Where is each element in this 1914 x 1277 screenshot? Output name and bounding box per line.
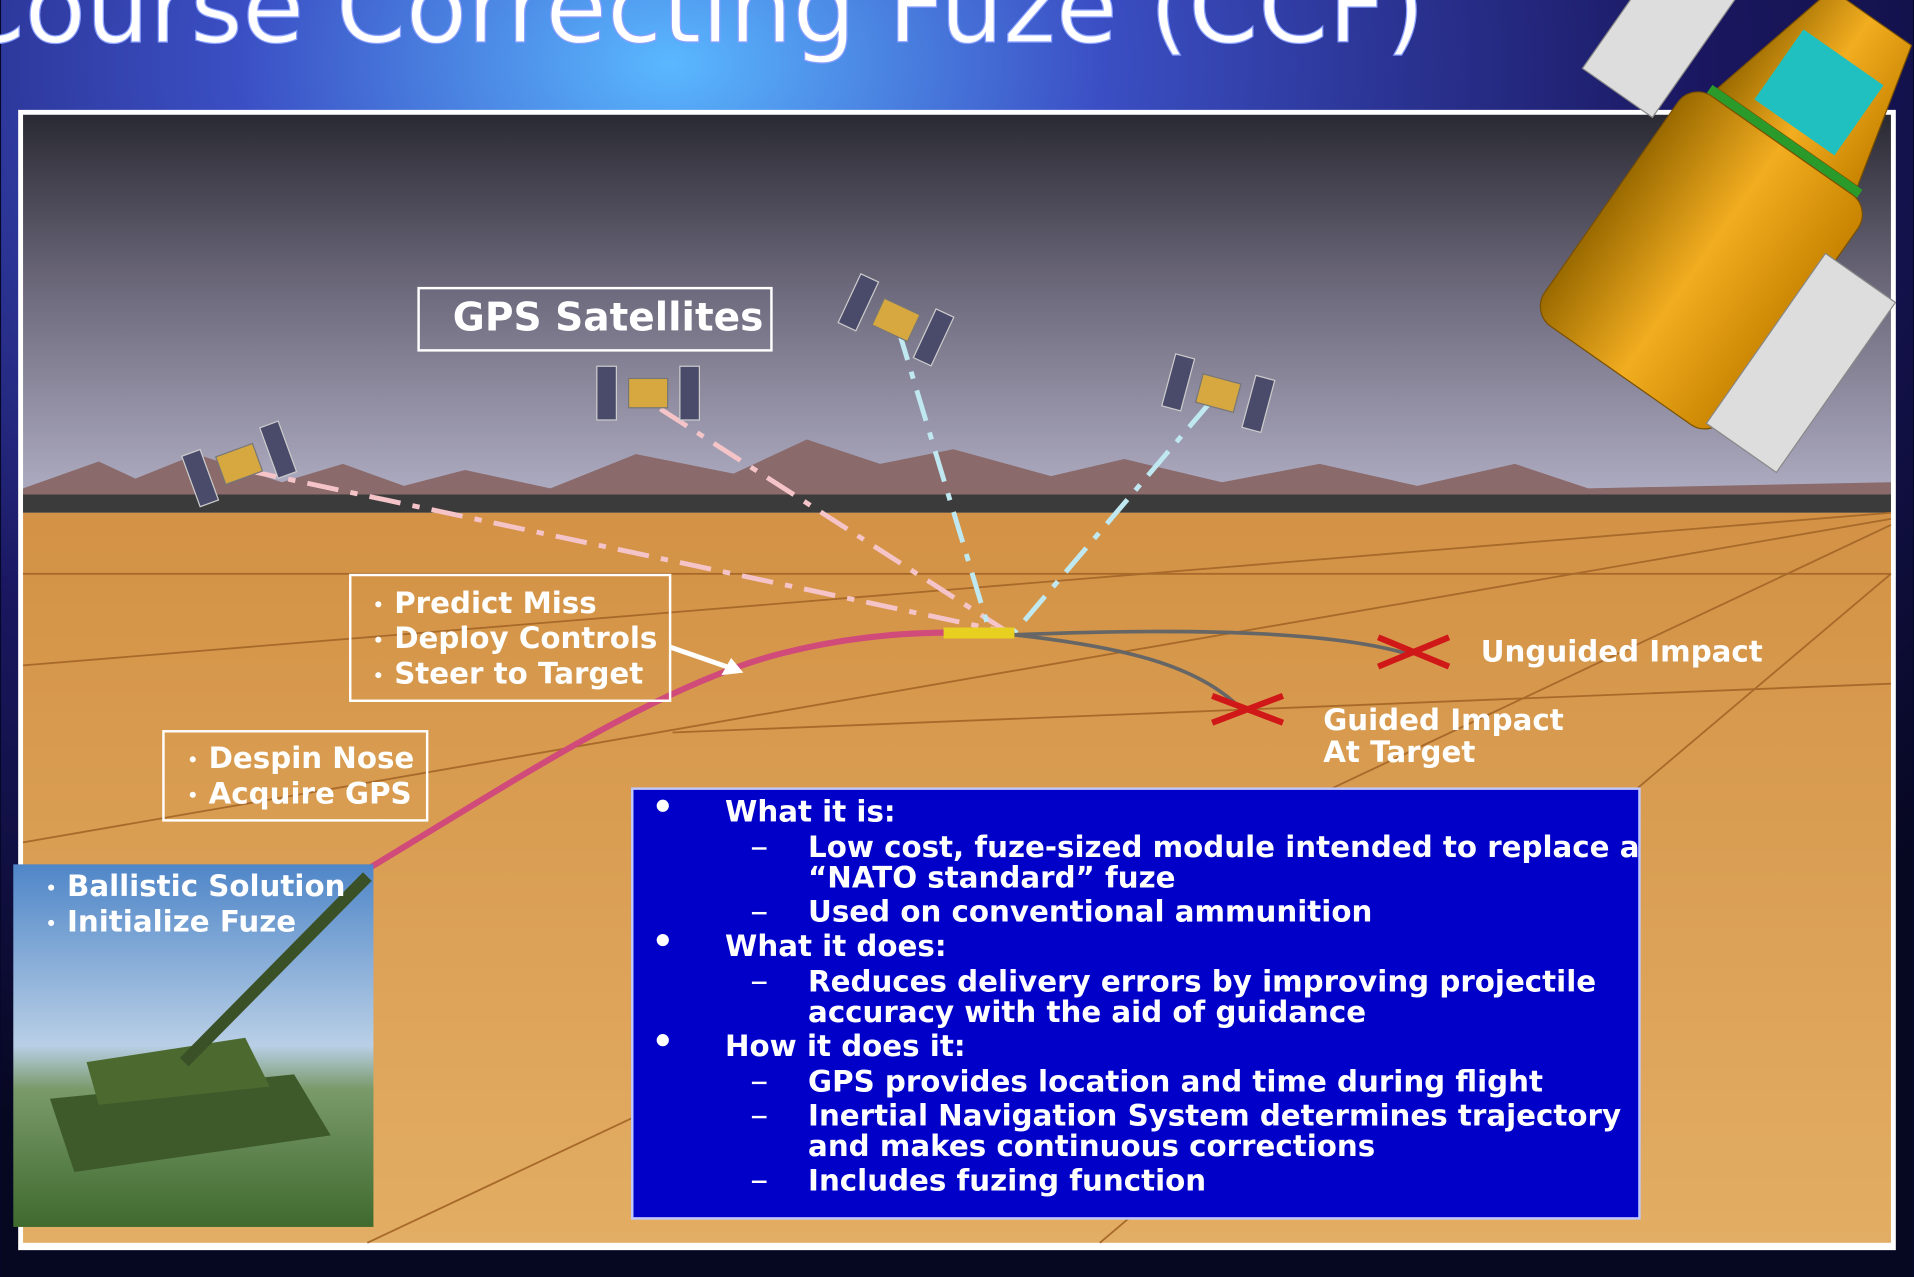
info-heading: What it is: [725, 795, 896, 829]
callout-text: Steer to Target [394, 657, 643, 691]
bullet [375, 672, 381, 678]
bullet [375, 637, 381, 643]
info-heading: How it does it: [725, 1029, 966, 1063]
bullet [657, 1034, 669, 1046]
info-item: Used on conventional ammunition [808, 895, 1372, 929]
label: Unguided Impact [1481, 635, 1763, 669]
label: Guided Impact [1323, 703, 1564, 737]
horizon [23, 494, 1891, 512]
label: GPS Satellites [453, 295, 764, 340]
info-item: Reduces delivery errors by improving pro… [808, 964, 1596, 998]
info-item: Low cost, fuze-sized module intended to … [808, 830, 1639, 864]
bullet [190, 792, 196, 798]
info-item: accuracy with the aid of guidance [808, 995, 1366, 1029]
callout-text: Initialize Fuze [67, 904, 296, 938]
solar-panel [680, 366, 700, 420]
slide-title: Course Correcting Fuze (CCF) [0, 0, 1425, 66]
projectile [944, 628, 1015, 639]
info-heading: What it does: [725, 929, 947, 963]
bullet [375, 601, 381, 607]
bullet [48, 920, 54, 926]
info-item: Inertial Navigation System determines tr… [808, 1099, 1621, 1133]
info-item: Includes fuzing function [808, 1163, 1206, 1197]
callout-text: Acquire GPS [209, 776, 412, 810]
info-item: “NATO standard” fuze [808, 861, 1175, 895]
callout-text: Ballistic Solution [67, 869, 345, 903]
info-item: GPS provides location and time during fl… [808, 1064, 1543, 1098]
callout-text: Despin Nose [209, 741, 415, 775]
bullet [190, 756, 196, 762]
bullet [657, 934, 669, 946]
bullet [48, 884, 54, 890]
slide: Course Correcting Fuze (CCF) GPS Satelli… [0, 0, 1914, 1277]
callout-text: Deploy Controls [394, 621, 657, 655]
callout-text: Predict Miss [394, 586, 596, 620]
satellite-body [629, 378, 668, 407]
bullet [657, 800, 669, 812]
label: At Target [1323, 735, 1475, 769]
page: {"title": "Course Correcting Fuze (CCF)"… [0, 0, 1914, 1277]
info-item: and makes continuous corrections [808, 1129, 1375, 1163]
solar-panel [597, 366, 617, 420]
